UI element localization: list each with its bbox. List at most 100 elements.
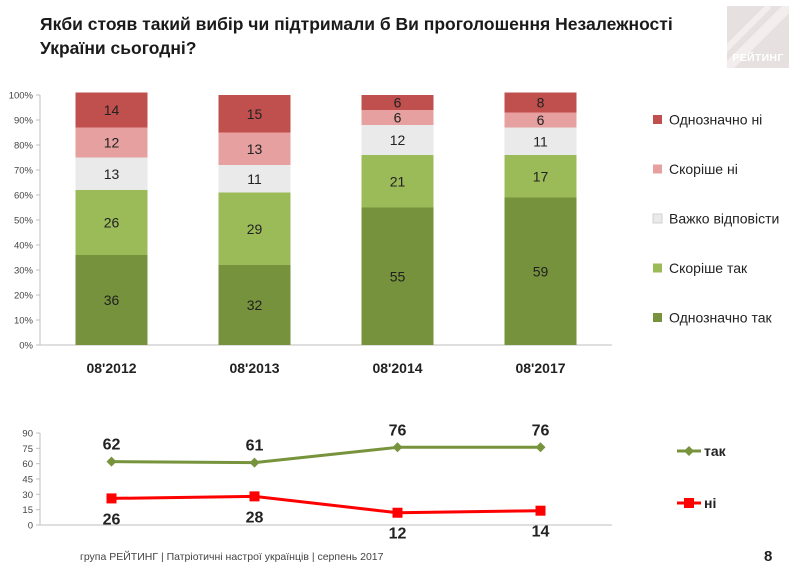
bar-data-label: 17 [533, 168, 549, 184]
bar-segment [218, 265, 291, 345]
legend-label: так [704, 443, 727, 459]
legend-swatch [653, 164, 662, 174]
legend-swatch [653, 313, 662, 322]
y-tick-label: 30 [22, 490, 33, 501]
bar-data-label: 6 [537, 112, 545, 128]
bar-segment [218, 165, 291, 193]
bar-data-label: 36 [104, 292, 120, 308]
bar-segment [504, 112, 577, 128]
y-tick-label: 80% [14, 141, 34, 152]
bar-data-label: 32 [247, 297, 263, 313]
point-data-label: 76 [389, 422, 407, 439]
y-tick-label: 90% [14, 116, 34, 127]
bar-data-label: 11 [247, 171, 262, 187]
legend-label: Однозначно так [669, 310, 772, 326]
logo-text: РЕЙТИНГ [732, 52, 784, 64]
bar-segment [504, 127, 577, 155]
y-tick-label: 0 [28, 521, 33, 532]
line-chart: 0 15 30 45 60 75 90 62 61 76 76 так 26 28 12 14 ні [22, 422, 727, 543]
point-data-label: 12 [389, 526, 407, 543]
data-point-marker [392, 507, 403, 518]
bar-data-label: 12 [390, 132, 406, 148]
point-data-label: 76 [532, 422, 550, 439]
point-data-label: 61 [246, 438, 264, 455]
bar-data-label: 26 [104, 215, 120, 231]
data-point-marker [249, 457, 260, 468]
bar-data-label: 6 [394, 110, 402, 126]
y-tick-label: 15 [22, 505, 33, 516]
y-tick-label: 0% [19, 341, 33, 352]
chart-title: Якби стояв такий вибір чи підтримали б В… [40, 14, 673, 58]
x-category-label: 08'2014 [372, 360, 422, 376]
bar-segment [504, 92, 577, 113]
y-tick-label: 90 [22, 429, 33, 440]
bar-data-label: 21 [390, 173, 406, 189]
point-data-label: 26 [103, 511, 121, 528]
y-tick-label: 100% [9, 91, 34, 102]
legend-swatch [653, 115, 662, 124]
bar-segment [361, 125, 434, 155]
y-tick-label: 60% [14, 191, 34, 202]
legend-label: Скоріше ні [669, 161, 738, 177]
bar-segment [504, 197, 577, 345]
stacked-bar-chart: 0% 10% 20% 30% 40% 50% 60% 70% 80% 90% 100% 36 26 13 1… [9, 91, 780, 377]
bar-segment [75, 92, 148, 128]
legend-label: Важко відповісти [669, 211, 779, 227]
x-category-label: 08'2013 [229, 360, 279, 376]
bar-data-label: 11 [533, 133, 548, 149]
bar-data-label: 12 [104, 135, 120, 151]
series-line [111, 494, 541, 515]
y-tick-label: 70% [14, 166, 34, 177]
legend-label: Однозначно ні [669, 112, 762, 128]
bar-segment [218, 95, 291, 133]
y-tick-label: 10% [14, 316, 34, 327]
bar-segment [218, 132, 291, 165]
legend-marker [684, 446, 694, 456]
legend-label: Скоріше так [669, 260, 748, 276]
page-number: 8 [764, 548, 773, 565]
bar-data-label: 13 [247, 141, 263, 157]
bar-segment [75, 255, 148, 345]
bar-segment [504, 155, 577, 198]
series-line [111, 445, 541, 465]
legend-label: ні [704, 495, 716, 511]
bar-data-label: 8 [537, 95, 545, 111]
legend-swatch [653, 263, 662, 273]
y-tick-label: 75 [22, 444, 33, 455]
footer: група РЕЙТИНГ | Патріотичні настрої укра… [80, 551, 384, 563]
data-point-marker [106, 493, 117, 504]
bar-data-label: 55 [390, 268, 406, 284]
y-tick-label: 40% [14, 241, 34, 252]
data-point-marker [392, 442, 403, 453]
x-category-label: 08'2012 [86, 360, 136, 376]
bar-segment [75, 190, 148, 255]
point-data-label: 28 [246, 509, 264, 526]
y-tick-label: 45 [22, 475, 33, 486]
bar-data-label: 14 [104, 102, 120, 118]
y-tick-label: 20% [14, 291, 34, 302]
data-point-marker [535, 442, 546, 453]
bar-data-label: 6 [394, 95, 402, 111]
rating-logo: РЕЙТИНГ [727, 6, 789, 68]
bar-data-label: 13 [104, 166, 120, 182]
legend-swatch [652, 213, 663, 224]
data-point-marker [106, 456, 117, 467]
bar-segment [361, 155, 434, 208]
point-data-label: 62 [103, 437, 121, 454]
y-tick-label: 50% [14, 216, 34, 227]
bar-data-label: 29 [247, 221, 263, 237]
data-point-marker [249, 491, 260, 502]
bar-segment [361, 95, 434, 110]
bar-segment [75, 127, 148, 158]
x-category-label: 08'2017 [515, 360, 565, 376]
y-tick-label: 30% [14, 266, 34, 277]
logo-pattern-icon [727, 6, 789, 68]
data-point-marker [535, 505, 546, 516]
bar-data-label: 59 [533, 263, 549, 279]
y-tick-label: 60 [22, 459, 33, 470]
bar-data-label: 15 [247, 106, 263, 122]
bar-segment [361, 110, 434, 125]
bar-segment [218, 192, 291, 265]
bar-segment [361, 207, 434, 345]
point-data-label: 14 [532, 524, 550, 541]
